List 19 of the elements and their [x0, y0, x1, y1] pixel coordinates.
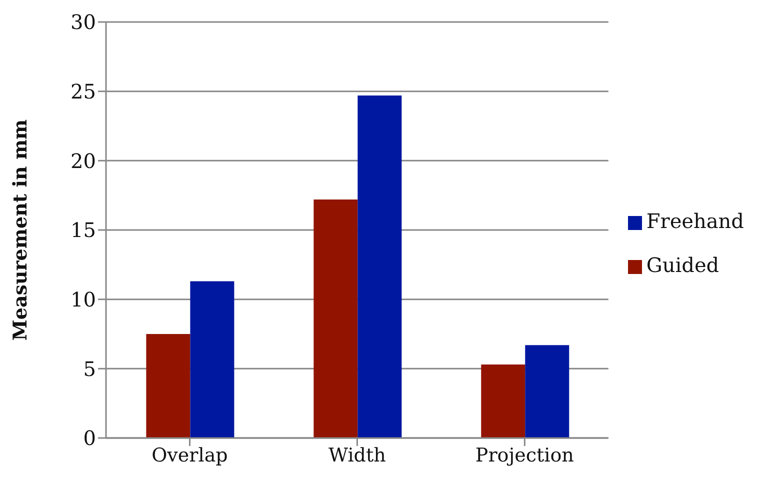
x-tick-label: Projection — [475, 444, 574, 466]
y-axis-title: Measurement in mm — [10, 119, 32, 341]
legend-label: Guided — [646, 253, 720, 277]
y-tick-label: 0 — [83, 426, 96, 450]
legend-label: Freehand — [646, 209, 744, 233]
y-tick-label: 5 — [83, 356, 96, 381]
bar — [190, 281, 234, 438]
bar — [358, 95, 402, 438]
bar — [146, 334, 190, 438]
y-tick-label: 30 — [70, 10, 96, 34]
bar — [481, 364, 526, 438]
bar — [314, 199, 358, 438]
y-tick-label: 20 — [70, 148, 96, 173]
y-tick-label: 25 — [70, 79, 96, 104]
y-tick-label: 15 — [70, 218, 96, 242]
y-tick-label: 10 — [70, 287, 96, 312]
x-tick-label: Overlap — [152, 444, 228, 466]
bar — [525, 345, 570, 438]
x-tick-label: Width — [328, 444, 386, 466]
